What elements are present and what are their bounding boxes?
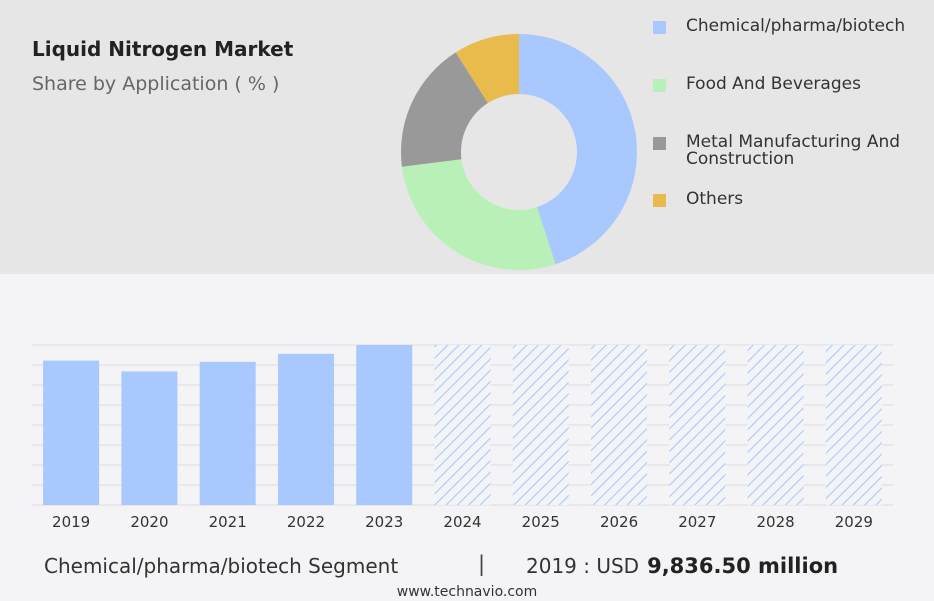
legend-label-chemical: Chemical/pharma/biotech xyxy=(686,16,906,36)
forecast-bar-2025 xyxy=(512,345,569,505)
footer-year-value: 2019 : USD 9,836.50 million xyxy=(526,554,838,578)
legend-label-others: Others xyxy=(686,189,744,209)
x-tick-2025: 2025 xyxy=(522,513,560,531)
chart-title: Liquid Nitrogen Market xyxy=(32,37,294,61)
x-tick-2029: 2029 xyxy=(835,513,873,531)
legend-swatch-others xyxy=(653,194,666,207)
chart-subtitle: Share by Application ( % ) xyxy=(32,73,280,95)
legend-swatch-food xyxy=(653,79,666,92)
bar-2023 xyxy=(356,345,413,505)
forecast-bar-2028 xyxy=(747,345,804,505)
x-tick-2021: 2021 xyxy=(209,513,247,531)
forecast-bar-2026 xyxy=(591,345,648,505)
footer-summary: Chemical/pharma/biotech Segment | 2019 :… xyxy=(0,551,934,581)
legend-label-food: Food And Beverages xyxy=(686,74,861,94)
legend-label-metal: Metal Manufacturing And Construction xyxy=(686,132,901,169)
x-tick-2023: 2023 xyxy=(365,513,403,531)
forecast-bar-2029 xyxy=(825,345,882,505)
footer-segment-label: Chemical/pharma/biotech Segment xyxy=(44,554,399,578)
legend-swatch-chemical xyxy=(653,21,666,34)
donut-slice-0 xyxy=(519,34,637,265)
donut-slices xyxy=(401,34,637,271)
bar-chart: 2019 2020 2021 2022 2023 2024 2025 2026 2027 2028… xyxy=(32,344,893,531)
x-tick-2027: 2027 xyxy=(678,513,716,531)
donut-chart xyxy=(401,34,637,271)
legend-swatch-metal xyxy=(653,137,666,150)
forecast-bar-2027 xyxy=(669,345,726,505)
x-tick-2019: 2019 xyxy=(52,513,90,531)
bar-2020 xyxy=(121,371,178,505)
x-tick-2024: 2024 xyxy=(443,513,481,531)
donut-slice-2 xyxy=(401,52,488,167)
footer-separator: | xyxy=(478,552,486,576)
x-tick-2022: 2022 xyxy=(287,513,325,531)
x-tick-2020: 2020 xyxy=(130,513,168,531)
x-tick-2026: 2026 xyxy=(600,513,638,531)
donut-slice-1 xyxy=(401,159,556,271)
footer-year-text: 2019 : USD xyxy=(526,554,640,578)
footer-amount: 9,836.50 million xyxy=(647,554,839,578)
bar-2021 xyxy=(199,361,256,505)
bar-2022 xyxy=(277,353,334,505)
forecast-bar-2024 xyxy=(434,345,491,505)
source-link[interactable]: www.technavio.com xyxy=(396,584,538,600)
bar-2019 xyxy=(43,360,100,505)
donut-slice-3 xyxy=(455,34,519,104)
x-tick-2028: 2028 xyxy=(756,513,794,531)
